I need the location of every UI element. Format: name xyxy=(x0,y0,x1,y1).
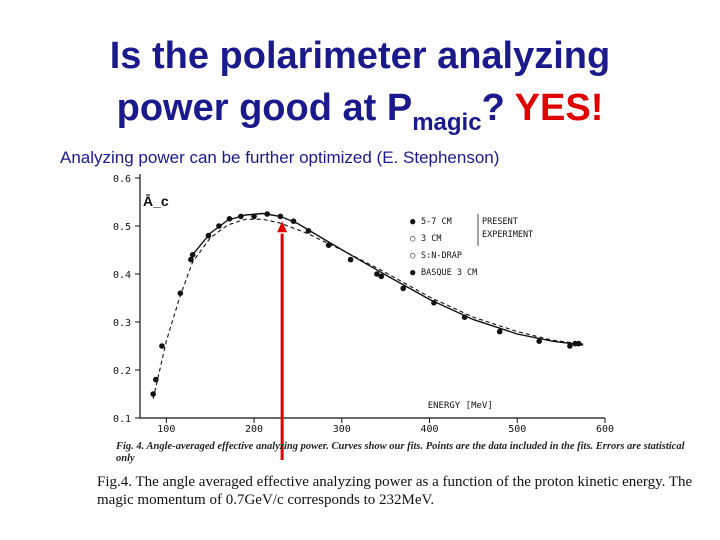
legend-title: EXPERIMENT xyxy=(482,230,533,240)
data-point xyxy=(159,343,165,349)
solid-fit-line xyxy=(192,212,584,346)
y-tick-label: 0.4 xyxy=(113,270,131,281)
y-axis-label: Ā_c xyxy=(143,193,169,209)
data-point xyxy=(216,223,222,229)
figure-caption: Fig.4. The angle averaged effective anal… xyxy=(97,474,693,508)
title-suffix: ? xyxy=(481,87,505,129)
data-point xyxy=(264,211,271,217)
data-point xyxy=(536,338,542,345)
legend-marker: ○ xyxy=(410,251,416,261)
magic-energy-arrow-head xyxy=(277,221,288,233)
data-point xyxy=(277,213,284,220)
data-point xyxy=(152,376,159,383)
x-tick-label: 200 xyxy=(245,424,263,435)
data-point xyxy=(431,300,437,306)
data-point xyxy=(238,213,244,220)
data-point xyxy=(496,328,503,335)
data-point xyxy=(189,252,196,258)
y-tick-label: 0.6 xyxy=(113,174,131,185)
data-point xyxy=(177,290,184,297)
y-tick-label: 0.5 xyxy=(113,222,131,233)
data-point xyxy=(374,271,380,277)
x-tick-label: 600 xyxy=(596,424,614,435)
data-point xyxy=(290,218,297,224)
data-point xyxy=(575,340,582,347)
legend-marker: ● xyxy=(410,217,416,227)
data-point xyxy=(378,273,385,280)
data-point xyxy=(567,343,573,349)
title-yes: YES! xyxy=(514,87,604,129)
legend-entry: 5-7 CM xyxy=(421,217,452,227)
x-tick-label: 400 xyxy=(420,424,438,435)
slide-subtitle: Analyzing power can be further optimized… xyxy=(60,148,500,167)
x-tick-label: 100 xyxy=(157,424,175,435)
data-point xyxy=(188,256,194,263)
legend-entry: BASQUE 3 CM xyxy=(421,268,477,278)
title-subscript: magic xyxy=(412,109,482,136)
y-tick-label: 0.3 xyxy=(113,318,131,329)
slide-title-line1: Is the polarimeter analyzing xyxy=(109,35,611,77)
data-point xyxy=(461,314,468,321)
data-point xyxy=(205,232,212,239)
data-point xyxy=(325,242,332,248)
legend-entry: 3 CM xyxy=(421,234,441,244)
y-tick-label: 0.2 xyxy=(113,366,131,377)
figure-caption-small: Fig. 4. Angle-averaged effective analyzi… xyxy=(116,441,685,464)
legend-marker: ● xyxy=(410,268,416,278)
x-tick-label: 300 xyxy=(333,424,351,435)
data-point xyxy=(400,285,407,292)
x-axis-label: ENERGY [MeV] xyxy=(428,401,493,411)
y-tick-label: 0.1 xyxy=(113,414,131,425)
legend-marker: ○ xyxy=(410,234,416,244)
x-tick-label: 500 xyxy=(508,424,526,435)
data-point xyxy=(150,391,156,397)
legend-entry: S:N-DRAP xyxy=(421,251,462,261)
data-point xyxy=(251,213,257,220)
title-prefix: power good at P xyxy=(116,87,413,129)
data-point xyxy=(226,216,233,222)
legend-title: PRESENT xyxy=(482,217,518,227)
slide-title-line2: power good at Pmagic? YES! xyxy=(0,86,720,145)
dashed-fit-line xyxy=(152,218,584,399)
data-point xyxy=(305,228,312,234)
data-point xyxy=(347,256,354,263)
